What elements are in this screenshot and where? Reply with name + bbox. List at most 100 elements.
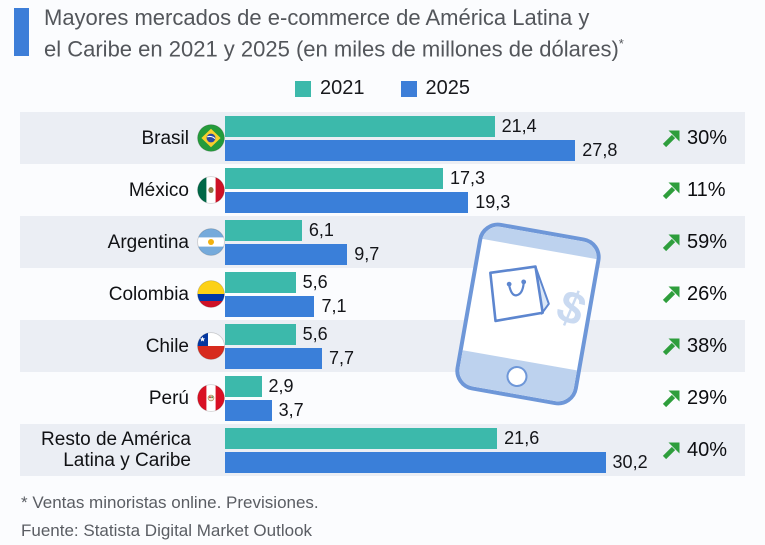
value-label-2025: 9,7 <box>354 243 380 264</box>
value-label-2025: 19,3 <box>475 191 511 212</box>
country-name: Argentina <box>107 231 189 253</box>
bar-2021 <box>225 167 443 189</box>
value-label-2021: 21,4 <box>501 115 537 136</box>
bar-2021 <box>225 427 498 449</box>
chart-rows: Brasil 21,4 27,8 30% México <box>20 112 745 477</box>
chart-title: Mayores mercados de e-commerce de Améric… <box>44 5 624 62</box>
legend-label-2025: 2025 <box>425 77 471 100</box>
growth-cell: 59% <box>661 231 745 254</box>
chart-row-brasil: Brasil 21,4 27,8 30% <box>20 112 745 165</box>
growth-percent: 26% <box>687 282 728 305</box>
country-name: Brasil <box>141 127 189 149</box>
growth-arrow-icon <box>662 338 680 355</box>
growth-cell: 30% <box>661 127 745 150</box>
growth-arrow-icon <box>662 390 680 407</box>
chart-row-chile: Chile 5,6 7,7 38% <box>20 320 745 373</box>
bar-2021 <box>225 323 296 345</box>
bar-group: 21,6 30,2 <box>225 427 661 473</box>
row-label-chile: Chile <box>20 332 225 361</box>
growth-cell: 26% <box>661 283 745 306</box>
bar-2021 <box>225 375 262 397</box>
mexico-flag-icon <box>197 176 225 205</box>
title-asterisk: * <box>618 36 624 51</box>
footnote: * Ventas minoristas online. Previsiones. <box>21 493 319 513</box>
growth-percent: 11% <box>687 178 726 201</box>
country-name: Perú <box>148 387 189 409</box>
country-name: Resto de América Latina y Caribe <box>41 429 191 472</box>
value-label-2021: 6,1 <box>308 219 334 240</box>
bar-group: 21,4 27,8 <box>225 115 661 161</box>
shopping-bag-icon <box>489 265 550 323</box>
smartphone-illustration: $ <box>452 219 604 409</box>
growth-percent: 38% <box>687 334 728 357</box>
chart-row-peru: Perú 2,9 3,7 29% <box>20 372 745 424</box>
value-label-2025: 27,8 <box>582 139 618 160</box>
value-label-2021: 17,3 <box>450 167 486 188</box>
growth-percent: 59% <box>687 230 728 253</box>
growth-cell: 40% <box>661 439 745 462</box>
bar-2025 <box>225 191 469 213</box>
bar-group: 5,6 7,7 <box>225 323 661 369</box>
bar-2021 <box>225 115 495 137</box>
bar-group: 6,1 9,7 <box>225 219 661 265</box>
value-label-2021: 2,9 <box>268 375 294 396</box>
bar-group: 5,6 7,1 <box>225 271 661 317</box>
bar-2025 <box>225 243 348 265</box>
legend-swatch-2021-icon <box>295 80 311 97</box>
country-name: Chile <box>145 335 189 357</box>
growth-arrow-icon <box>662 286 680 303</box>
bar-2025 <box>225 139 576 161</box>
row-label-mexico: México <box>20 176 225 205</box>
country-name: Colombia <box>108 283 189 305</box>
legend-label-2021: 2021 <box>320 77 365 100</box>
chart-footer: * Ventas minoristas online. Previsiones.… <box>21 489 765 545</box>
legend-swatch-2025-icon <box>400 80 417 97</box>
growth-arrow-icon <box>662 130 680 147</box>
growth-arrow-icon <box>662 234 680 251</box>
row-label-argentina: Argentina <box>20 228 225 257</box>
value-label-2025: 7,7 <box>329 347 355 368</box>
peru-flag-icon <box>197 384 225 413</box>
growth-cell: 29% <box>661 387 745 410</box>
value-label-2025: 3,7 <box>278 399 304 420</box>
value-label-2021: 21,6 <box>504 427 540 448</box>
bar-2025 <box>225 399 272 421</box>
row-label-colombia: Colombia <box>20 280 225 309</box>
bar-group: 2,9 3,7 <box>225 375 661 421</box>
growth-percent: 30% <box>687 126 728 149</box>
bar-2025 <box>225 295 315 317</box>
title-line-2: el Caribe en 2021 y 2025 (en miles de mi… <box>44 36 619 62</box>
chart-row-argentina: Argentina 6,1 9,7 59% <box>20 216 745 269</box>
chart-header: Mayores mercados de e-commerce de Améric… <box>0 0 765 62</box>
title-accent-bar <box>14 8 29 56</box>
source: Fuente: Statista Digital Market Outlook <box>21 521 313 541</box>
bar-2021 <box>225 271 296 293</box>
argentina-flag-icon <box>197 228 225 257</box>
country-name: México <box>128 179 189 201</box>
growth-arrow-icon <box>662 182 680 199</box>
growth-cell: 38% <box>661 335 745 358</box>
growth-cell: 11% <box>661 179 745 202</box>
brazil-flag-icon <box>197 124 225 153</box>
row-label-brasil: Brasil <box>20 124 225 153</box>
chart-row-mexico: México 17,3 19,3 11% <box>20 164 745 216</box>
value-label-2021: 5,6 <box>302 323 328 344</box>
colombia-flag-icon <box>197 280 225 309</box>
legend-item-2021: 2021 <box>295 77 365 100</box>
legend-item-2025: 2025 <box>400 77 471 100</box>
chart-legend: 2021 2025 <box>0 77 765 100</box>
chart-row-colombia: Colombia 5,6 7,1 26% <box>20 268 745 320</box>
value-label-2025: 30,2 <box>612 451 648 472</box>
row-label-peru: Perú <box>20 384 225 413</box>
bar-2021 <box>225 219 302 241</box>
bar-2025 <box>225 347 323 369</box>
bar-group: 17,3 19,3 <box>225 167 661 213</box>
chart-row-resto: Resto de América Latina y Caribe 21,6 30,… <box>20 424 745 477</box>
row-label-resto: Resto de América Latina y Caribe <box>20 429 225 471</box>
bar-2025 <box>225 451 606 473</box>
home-button-icon <box>504 364 530 389</box>
title-line-1: Mayores mercados de e-commerce de Améric… <box>44 5 590 30</box>
chile-flag-icon <box>197 332 225 361</box>
value-label-2021: 5,6 <box>302 271 328 292</box>
growth-percent: 29% <box>687 386 728 409</box>
